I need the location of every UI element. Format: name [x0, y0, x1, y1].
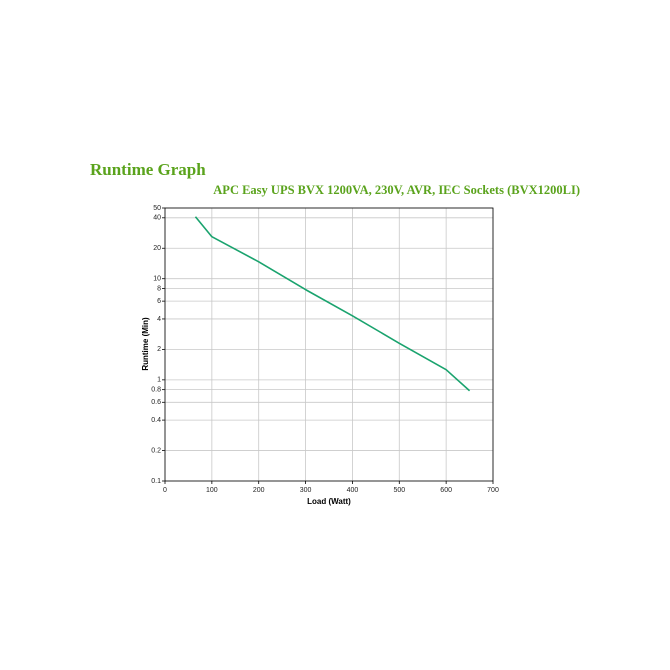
- x-tick-label: 400: [347, 487, 359, 494]
- x-tick-label: 700: [487, 487, 499, 494]
- runtime-line: [194, 216, 471, 392]
- chart-subtitle: APC Easy UPS BVX 1200VA, 230V, AVR, IEC …: [213, 183, 580, 197]
- x-tick-label: 500: [393, 487, 405, 494]
- chart-title: Runtime Graph: [90, 160, 206, 179]
- y-tick-label: 50: [153, 205, 161, 212]
- plot-frame: [164, 207, 494, 482]
- y-tick-label: 4: [157, 316, 161, 323]
- y-tick-label: 0.4: [151, 417, 161, 424]
- x-tick-label: 300: [300, 487, 312, 494]
- x-tick-label: 200: [253, 487, 265, 494]
- x-tick-label: 0: [163, 487, 167, 494]
- y-tick-label: 0.8: [151, 386, 161, 393]
- y-tick-label: 40: [153, 215, 161, 222]
- y-tick-label: 10: [153, 276, 161, 283]
- y-tick-label: 0.6: [151, 399, 161, 406]
- y-tick-label: 6: [157, 298, 161, 305]
- y-tick-label: 0.2: [151, 447, 161, 454]
- x-axis-label: Load (Watt): [307, 497, 351, 506]
- x-tick-label: 600: [440, 487, 452, 494]
- y-tick-label: 0.1: [151, 478, 161, 485]
- y-tick-label: 1: [157, 377, 161, 384]
- y-tick-label: 8: [157, 285, 161, 292]
- x-tick-label: 100: [206, 487, 218, 494]
- y-tick-label: 2: [157, 346, 161, 353]
- y-tick-label: 20: [153, 245, 161, 252]
- y-axis-label: Runtime (Min): [141, 317, 150, 371]
